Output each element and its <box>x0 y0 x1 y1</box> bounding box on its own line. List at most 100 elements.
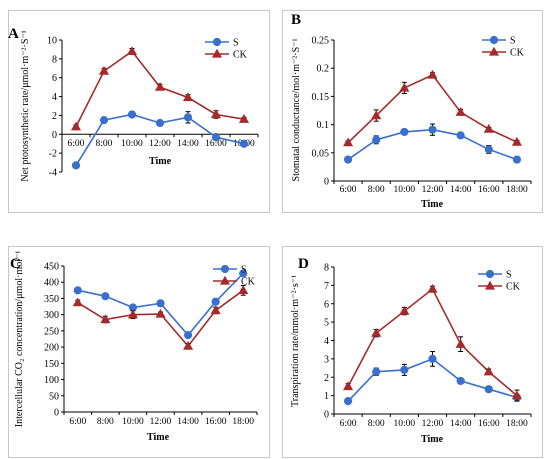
x-tick-label: 6:00 <box>68 139 85 149</box>
y-tick-label: 0.2 <box>317 64 330 75</box>
data-point-circle <box>400 365 409 374</box>
x-tick-label: 8:00 <box>96 139 113 149</box>
data-point-triangle <box>343 381 354 391</box>
data-point-circle <box>485 269 495 279</box>
data-point-triangle <box>455 106 466 116</box>
x-tick-label: 12:00 <box>422 419 444 429</box>
x-tick-label: 16:00 <box>205 139 227 149</box>
data-point-circle <box>456 376 465 386</box>
data-point-circle <box>400 127 409 137</box>
data-point-circle <box>183 331 193 340</box>
data-point-circle <box>183 113 193 122</box>
data-point-circle <box>484 385 493 394</box>
data-point-circle <box>156 299 165 308</box>
data-point-circle <box>220 264 230 274</box>
data-point-triangle <box>219 275 231 285</box>
y-tick-label: 5 <box>324 318 329 329</box>
y-axis-title: Intercellular CO₂ concentration/μmol·mol… <box>14 251 25 428</box>
chart-frame <box>282 10 543 213</box>
x-tick-label: 6:00 <box>340 419 357 429</box>
series-line-ck <box>347 287 518 397</box>
chart-d: 0 1 2 3 4 5 6 7 8 6:00 8:00 10:00 12:00 14:00 16:00 18:… <box>290 263 532 445</box>
chart-c: 0 50 100 150 200 250 300 350 400 450 6:00 8:00 10:00… <box>14 251 258 443</box>
y-tick-label: 6 <box>52 73 57 84</box>
data-point-triangle <box>343 137 354 147</box>
y-tick-label: 0 <box>54 408 59 419</box>
data-point-triangle <box>155 308 166 318</box>
x-tick-label: 16:00 <box>205 417 227 427</box>
data-point-triangle <box>427 283 438 293</box>
x-tick-label: 8:00 <box>97 417 114 427</box>
y-tick-label: 2 <box>324 373 329 384</box>
y-tick-label: 2 <box>52 111 57 122</box>
data-point-triangle <box>511 136 522 146</box>
x-tick-label: 18:00 <box>232 417 254 427</box>
x-axis-title: Time <box>421 434 444 445</box>
data-point-circle <box>211 133 221 142</box>
x-tick-label: 12:00 <box>149 139 171 149</box>
data-point-circle <box>239 139 249 148</box>
y-axis-title: Net ptotosynthetic rate/μmol·m⁻²·S⁻¹ <box>20 30 31 181</box>
x-axis-title: Time <box>149 156 172 167</box>
y-tick-label: 3 <box>324 354 329 365</box>
data-point-triangle <box>488 46 500 56</box>
data-point-circle <box>127 110 137 119</box>
y-tick-label: 250 <box>44 326 59 337</box>
data-point-circle <box>489 35 499 45</box>
x-tick-label: 14:00 <box>450 185 472 195</box>
y-tick-label: 8 <box>52 54 57 65</box>
y-tick-label: 7 <box>324 281 329 292</box>
x-tick-label: 8:00 <box>368 185 385 195</box>
data-point-circle <box>512 155 522 164</box>
chart-frame <box>8 10 270 213</box>
data-point-triangle <box>483 123 494 133</box>
data-point-triangle <box>126 46 138 55</box>
y-tick-label: 0.05 <box>312 148 330 159</box>
data-point-triangle <box>154 81 166 91</box>
y-tick-label: 0.15 <box>312 92 330 103</box>
panel-label: B <box>291 12 302 28</box>
data-point-triangle <box>455 338 466 348</box>
y-tick-label: 400 <box>44 278 59 289</box>
y-tick-label: 0.25 <box>312 36 330 47</box>
panel-c: C 0 50 100 150 200 250 300 350 400 450 6:00 8:00 10:… <box>0 236 550 459</box>
y-tick-label: 200 <box>44 343 59 354</box>
legend-label: CK <box>241 277 256 288</box>
data-point-triangle <box>100 314 111 324</box>
legend-label: S <box>233 38 239 49</box>
y-tick-label: 450 <box>44 262 59 273</box>
legend-label: S <box>241 265 247 276</box>
data-point-triangle <box>210 305 221 315</box>
data-point-circle <box>212 37 222 47</box>
y-tick-label: 350 <box>44 294 59 305</box>
panel-label: A <box>8 26 19 42</box>
data-point-circle <box>73 286 82 295</box>
data-point-triangle <box>371 327 382 337</box>
x-tick-label: 10:00 <box>122 417 144 427</box>
legend-label: S <box>506 270 512 281</box>
y-tick-label: 4 <box>324 336 329 347</box>
data-point-triangle <box>427 69 438 79</box>
x-tick-label: 16:00 <box>478 185 500 195</box>
y-tick-label: -4 <box>49 168 57 179</box>
legend-label: CK <box>233 50 248 61</box>
y-tick-label: 150 <box>44 359 59 370</box>
data-point-triangle <box>183 340 194 350</box>
x-tick-label: 10:00 <box>394 185 416 195</box>
panel-label: C <box>10 256 21 272</box>
data-point-triangle <box>483 366 494 376</box>
y-tick-label: 10 <box>47 36 57 47</box>
panel-label: D <box>298 256 309 272</box>
data-point-circle <box>456 131 465 140</box>
data-point-circle <box>155 118 165 128</box>
data-point-circle <box>71 161 81 170</box>
chart-frame <box>282 246 543 458</box>
y-tick-label: 4 <box>52 92 57 103</box>
data-point-circle <box>428 354 437 363</box>
x-tick-label: 12:00 <box>422 185 444 195</box>
x-axis-title: Time <box>421 199 444 210</box>
y-tick-label: 0 <box>324 177 329 188</box>
data-point-circle <box>372 367 381 376</box>
x-tick-label: 12:00 <box>150 417 172 427</box>
panel-d: D 0 1 2 3 4 5 6 7 8 6:00 8:00 10:00 12:00 14:00 16:00 1… <box>0 236 550 459</box>
